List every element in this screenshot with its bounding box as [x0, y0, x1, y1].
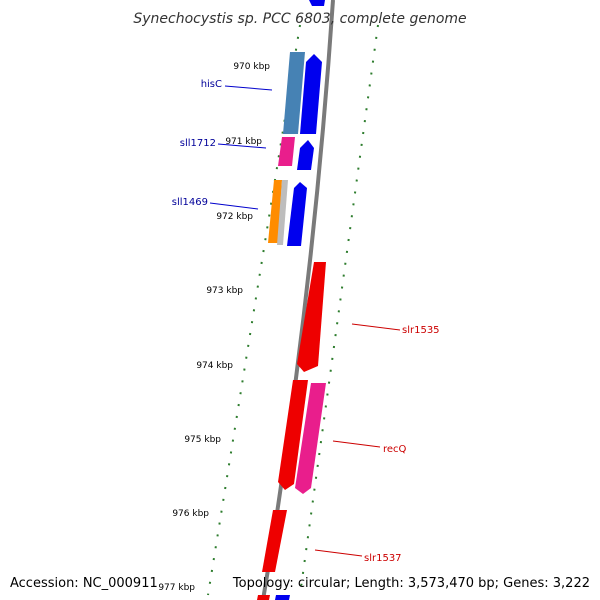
- page-title: Synechocystis sp. PCC 6803, complete gen…: [133, 11, 466, 27]
- gene-block-hisC[interactable]: [283, 52, 305, 134]
- leader-line-recQ: [332, 440, 381, 448]
- gene-label-sll1469[interactable]: sll1469: [172, 197, 208, 208]
- gene-label-hisC[interactable]: hisC: [201, 79, 222, 90]
- leader-line-hisC: [224, 85, 273, 91]
- leader-line-sll1469: [209, 202, 259, 210]
- forward-gene-block[interactable]: [287, 182, 307, 246]
- gene-label-slr1535[interactable]: slr1535: [402, 325, 440, 336]
- forward-gene-block[interactable]: [297, 140, 314, 170]
- gene-block-slr1537[interactable]: [262, 510, 287, 572]
- tick-label: 970 kbp: [233, 62, 270, 72]
- tick-label: 972 kbp: [216, 212, 253, 222]
- tick-label: 974 kbp: [196, 361, 233, 371]
- forward-gene-block[interactable]: [300, 54, 322, 134]
- reverse-gene-block[interactable]: [257, 595, 270, 600]
- leader-line-slr1535: [351, 323, 401, 331]
- leader-line-sll1712: [217, 143, 267, 149]
- gene-label-slr1537[interactable]: slr1537: [364, 553, 402, 564]
- tick-label: 977 kbp: [158, 583, 195, 593]
- gene-block-recQ-companion[interactable]: [295, 383, 326, 494]
- tick-label: 973 kbp: [206, 286, 243, 296]
- gene-label-sll1712[interactable]: sll1712: [180, 138, 216, 149]
- gene-block-recQ[interactable]: [278, 380, 308, 490]
- gene-label-recQ[interactable]: recQ: [383, 444, 407, 455]
- genome-summary-text: Topology: circular; Length: 3,573,470 bp…: [232, 576, 590, 591]
- tick-label: 975 kbp: [184, 435, 221, 445]
- accession-text: Accession: NC_000911: [10, 576, 158, 591]
- forward-gene-block[interactable]: [309, 0, 325, 6]
- gene-block-sll1712[interactable]: [278, 137, 295, 166]
- leader-line-slr1537: [314, 549, 363, 557]
- forward-gene-block[interactable]: [275, 595, 290, 600]
- gene-block-sll1469-companion[interactable]: [277, 180, 288, 245]
- gene-block-slr1535[interactable]: [297, 262, 326, 372]
- tick-label: 976 kbp: [172, 509, 209, 519]
- tick-label: 971 kbp: [225, 137, 262, 147]
